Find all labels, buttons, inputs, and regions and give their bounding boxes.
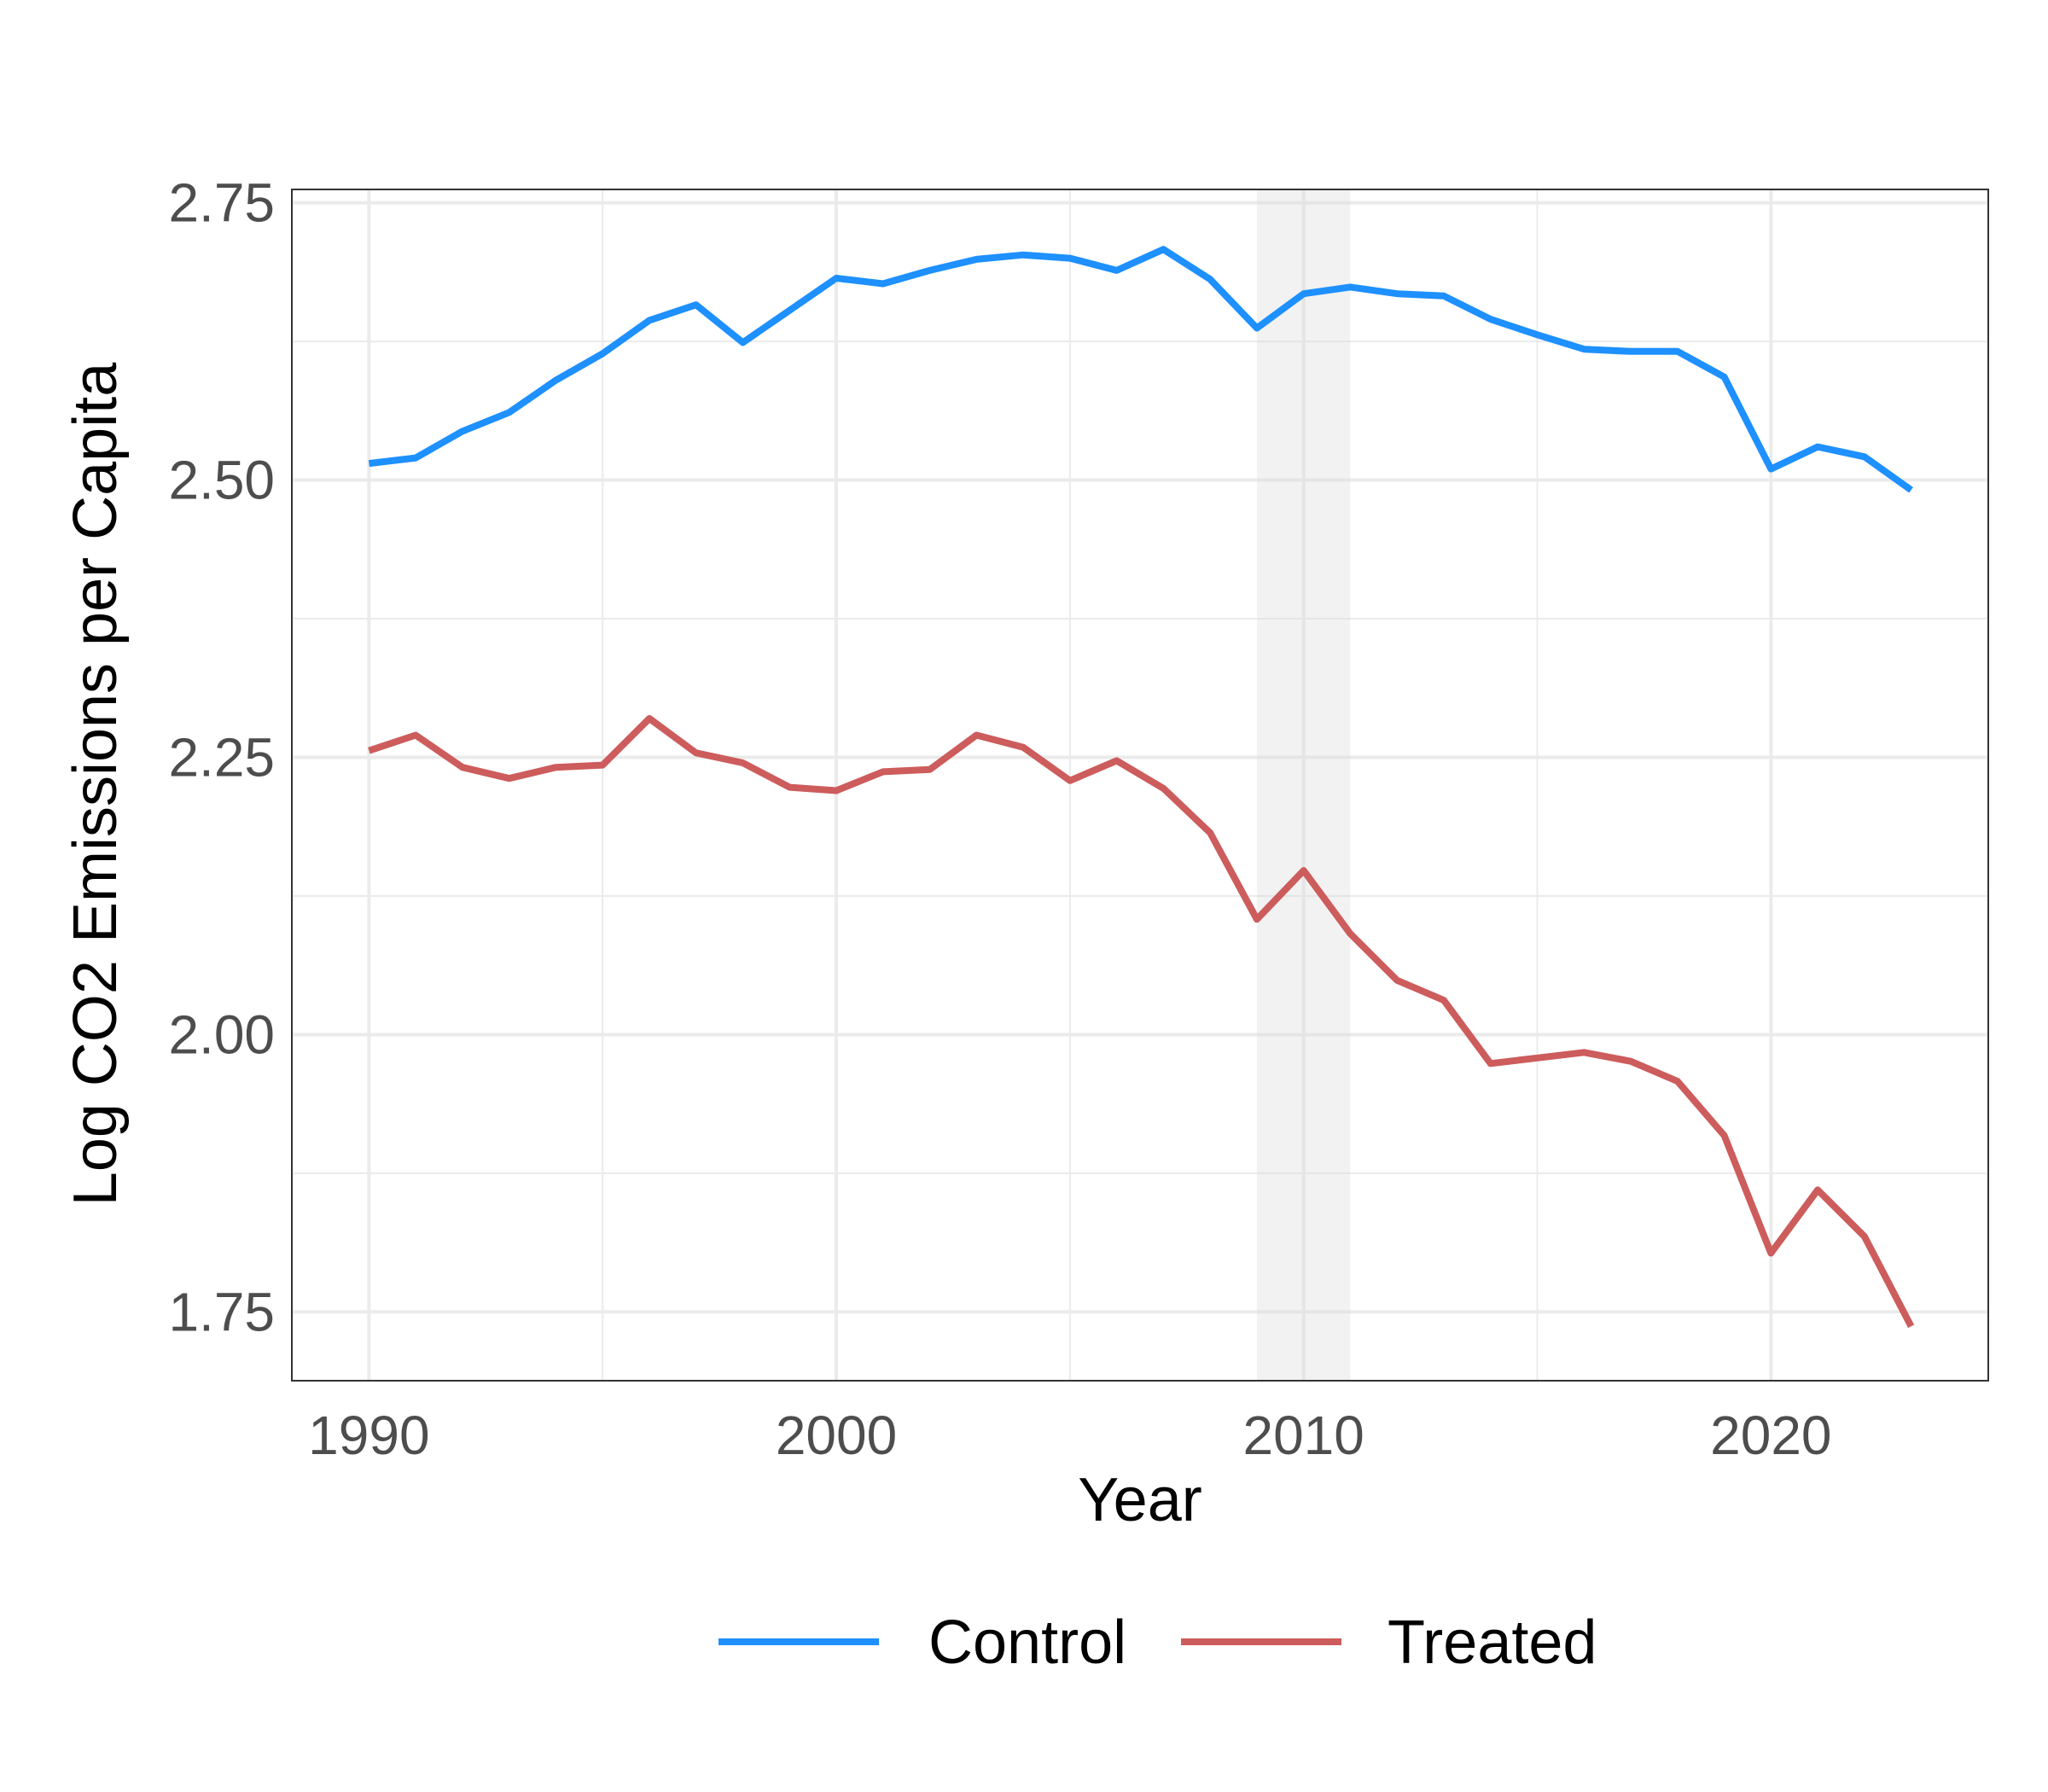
series-line-treated	[368, 715, 1915, 1329]
y-tick-label: 1.75	[168, 1281, 275, 1342]
x-axis-title: Year	[1078, 1466, 1201, 1534]
y-tick-label: 2.25	[168, 727, 275, 788]
y-axis-tick-labels: 1.75 2.00 2.25 2.50 2.75	[168, 172, 275, 1343]
x-tick-label: 2020	[1710, 1405, 1831, 1466]
x-tick-label: 2010	[1242, 1405, 1364, 1466]
legend: Control Treated	[719, 1609, 1597, 1677]
series-line-control	[368, 246, 1913, 493]
x-axis-tick-labels: 1990 2000 2010 2020	[308, 1405, 1831, 1466]
y-axis-title: Log CO2 Emissions per Capita	[61, 362, 130, 1206]
minor-gridlines	[292, 189, 1988, 1381]
legend-label-control: Control	[928, 1609, 1126, 1677]
data-series	[368, 246, 1915, 1329]
major-gridlines	[292, 189, 1988, 1381]
legend-label-treated: Treated	[1388, 1609, 1597, 1677]
x-tick-label: 1990	[308, 1405, 429, 1466]
y-tick-label: 2.00	[168, 1004, 275, 1065]
treatment-period-shade	[1256, 189, 1351, 1381]
y-tick-label: 2.75	[168, 172, 275, 234]
x-tick-label: 2000	[776, 1405, 897, 1466]
shaded-region	[1256, 189, 1351, 1381]
plot-panel-border	[291, 189, 1989, 1382]
y-tick-label: 2.50	[168, 450, 275, 511]
